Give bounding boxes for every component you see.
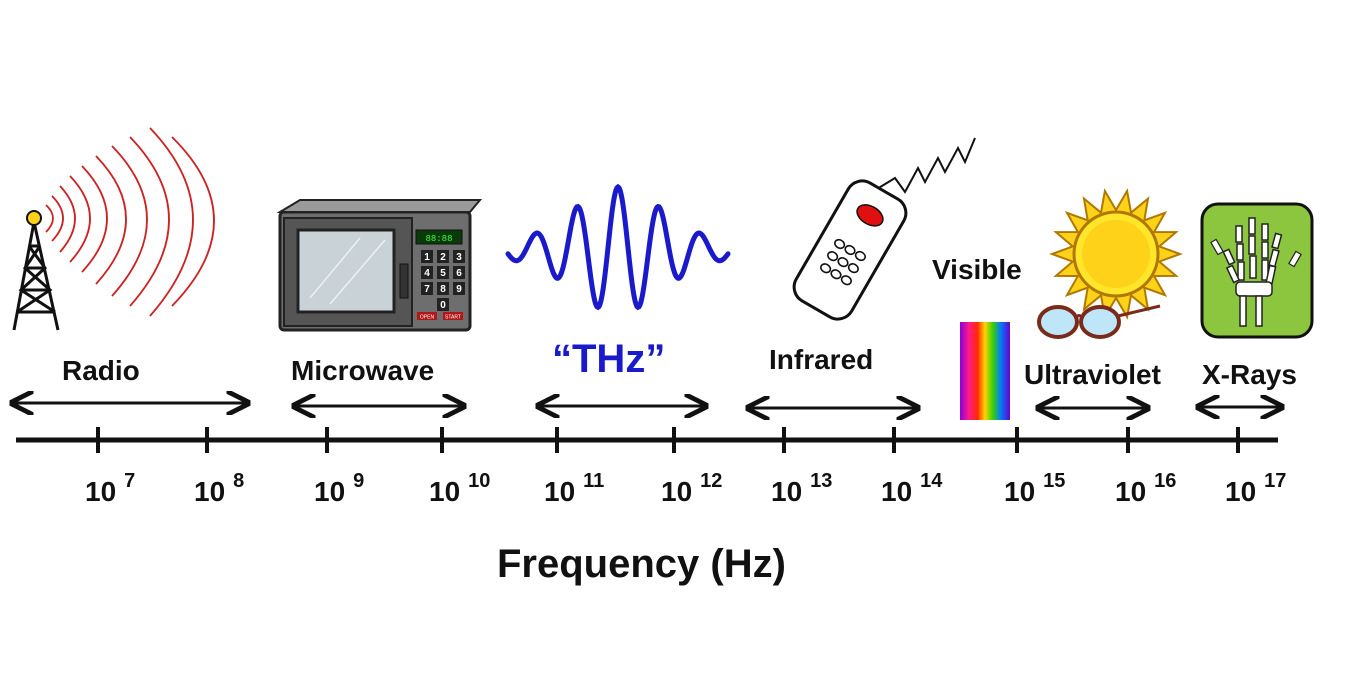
keypad-key <box>453 266 465 279</box>
microwave-button <box>417 312 437 320</box>
band-label-infrared: Infrared <box>769 344 874 375</box>
keypad-key <box>437 250 449 263</box>
keypad-key-label: 6 <box>456 268 462 279</box>
band-label-visible: Visible <box>932 254 1022 285</box>
keypad-key-label: 9 <box>456 284 462 295</box>
keypad-key <box>437 298 449 311</box>
tick-label: 10 10 <box>429 470 491 507</box>
keypad-key <box>453 282 465 295</box>
axis-ticks <box>96 427 1240 453</box>
thz-wave-icon <box>505 183 731 311</box>
keypad-key <box>421 266 433 279</box>
microwave-oven-icon: 88:88 1 2 3 4 5 6 7 8 90 OPEN START <box>276 199 483 332</box>
tick-label: 10 14 <box>881 470 943 507</box>
keypad-key <box>453 250 465 263</box>
keypad-key <box>437 282 449 295</box>
radio-tower-icon <box>12 127 215 331</box>
band-label-microwave: Microwave <box>291 355 435 386</box>
microwave-button-label: START <box>445 315 461 321</box>
tick-label: 10 12 <box>661 470 723 507</box>
tick-label: 10 13 <box>771 470 833 507</box>
keypad-key <box>437 266 449 279</box>
keypad-key-label: 3 <box>456 252 462 263</box>
keypad-key <box>421 282 433 295</box>
keypad-key-label: 7 <box>424 284 430 295</box>
axis-title: Frequency (Hz) <box>497 542 786 586</box>
microwave-keypad: 1 2 3 4 5 6 7 8 90 OPEN START <box>417 250 465 321</box>
band-label-xrays: X-Rays <box>1202 359 1297 390</box>
microwave-button <box>443 312 463 320</box>
keypad-key <box>421 250 433 263</box>
tick-label: 10 15 <box>1004 470 1066 507</box>
visible-spectrum-icon <box>960 322 1010 420</box>
radio-waves <box>45 127 215 317</box>
tick-label: 10 7 <box>85 470 136 507</box>
keypad-key-label: 0 <box>440 300 446 311</box>
tick-label: 10 11 <box>544 470 605 507</box>
band-label-radio: Radio <box>62 355 140 386</box>
microwave-button-label: OPEN <box>420 315 435 321</box>
tick-label: 10 17 <box>1225 470 1287 507</box>
xray-hand-icon <box>1200 202 1314 339</box>
band-arrows <box>12 403 1282 408</box>
tick-label: 10 9 <box>314 470 365 507</box>
tick-label: 10 16 <box>1115 470 1177 507</box>
tick-label: 10 8 <box>194 470 245 507</box>
keypad-key-label: 8 <box>440 284 446 295</box>
sunglasses-icon <box>1037 304 1161 339</box>
keypad-key-label: 4 <box>424 268 430 279</box>
remote-control-icon <box>792 137 976 321</box>
band-label-thz: “THz” <box>552 337 666 381</box>
keypad-key-label: 1 <box>424 252 430 263</box>
microwave-display: 88:88 <box>425 234 452 244</box>
sun-icon <box>1049 188 1183 320</box>
keypad-key-label: 5 <box>440 268 446 279</box>
keypad-key-label: 2 <box>440 252 446 263</box>
band-label-ultraviolet: Ultraviolet <box>1024 359 1161 390</box>
